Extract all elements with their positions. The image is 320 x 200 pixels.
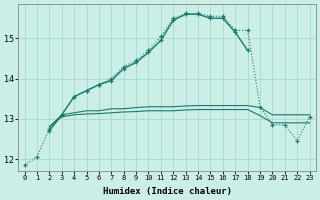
X-axis label: Humidex (Indice chaleur): Humidex (Indice chaleur) xyxy=(103,187,232,196)
